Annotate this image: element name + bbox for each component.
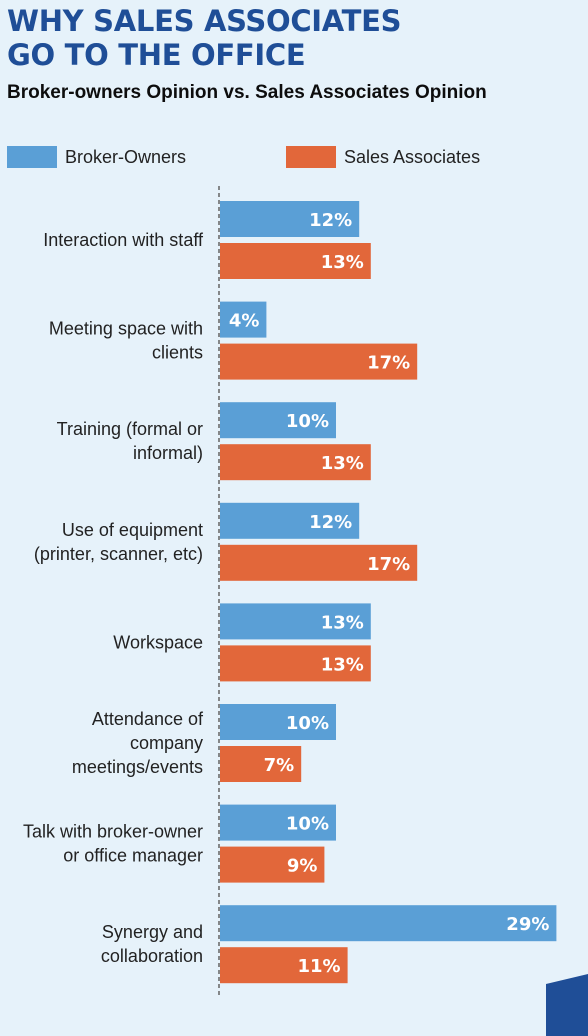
legend-item-sales-associates: Sales Associates [286, 146, 480, 168]
data-label-sales-associates: 17% [367, 554, 410, 575]
data-label-broker-owners: 4% [229, 311, 260, 332]
corner-decoration [546, 974, 588, 1036]
category-label-line: Meeting space with [49, 319, 203, 339]
category-label-line: collaboration [101, 946, 203, 966]
data-label-sales-associates: 13% [321, 252, 364, 273]
bar-broker-owners [220, 402, 336, 439]
data-label-sales-associates: 7% [264, 755, 295, 776]
bar-broker-owners [220, 804, 336, 841]
category-label: Interaction with staff [43, 230, 204, 250]
data-label-broker-owners: 10% [286, 411, 329, 432]
bar-broker-owners [220, 301, 267, 338]
category-label-line: (printer, scanner, etc) [34, 544, 203, 564]
data-label-broker-owners: 10% [286, 814, 329, 835]
legend-label-broker-owners: Broker-Owners [65, 146, 187, 167]
category-label: Meeting space with clients [49, 319, 203, 363]
bar-broker-owners [220, 704, 336, 740]
bar-sales-associates [220, 947, 348, 984]
chart-subtitle: Broker-owners Opinion vs. Sales Associat… [7, 82, 487, 103]
category-label-line: clients [152, 343, 203, 363]
bar-sales-associates [220, 544, 418, 581]
category-label-line: Training (formal or [57, 419, 203, 439]
category-label-line: Talk with broker-owner [23, 822, 203, 842]
bar-broker-owners [220, 502, 360, 539]
bar-broker-owners [220, 905, 557, 942]
category-label: Synergy and collaboration [101, 922, 203, 966]
category-label: Attendance of company meetings/events [72, 709, 204, 777]
bar-sales-associates [220, 343, 418, 380]
category-label-line: company [130, 733, 203, 753]
bar-sales-associates [220, 846, 325, 883]
category-label: Workspace [113, 632, 203, 652]
bar-broker-owners [220, 201, 360, 237]
legend-swatch-sales-associates [286, 146, 336, 168]
category-label-line: or office manager [63, 846, 203, 866]
data-label-sales-associates: 13% [321, 453, 364, 474]
category-label-line: Workspace [113, 632, 203, 652]
bar-sales-associates [220, 243, 371, 279]
category-label-line: Synergy and [102, 922, 203, 942]
data-label-sales-associates: 13% [321, 654, 364, 675]
category-label-line: Interaction with staff [43, 230, 204, 250]
category-label-line: meetings/events [72, 757, 203, 777]
category-label-line: Use of equipment [62, 520, 203, 540]
category-label-line: informal) [133, 443, 203, 463]
category-label-line: Attendance of [92, 709, 204, 729]
category-label: Training (formal or informal) [57, 419, 203, 463]
data-label-sales-associates: 11% [298, 956, 341, 977]
data-label-sales-associates: 17% [367, 353, 410, 374]
category-label: Talk with broker-owner or office manager [23, 822, 203, 866]
bar-sales-associates [220, 746, 302, 782]
legend-item-broker-owners: Broker-Owners [7, 146, 186, 168]
data-label-broker-owners: 29% [506, 914, 549, 935]
bar-broker-owners [220, 603, 371, 640]
bar-sales-associates [220, 645, 371, 682]
bar-sales-associates [220, 444, 371, 481]
data-label-broker-owners: 12% [309, 512, 352, 533]
chart-title: WHY SALES ASSOCIATES GO TO THE OFFICE [7, 4, 402, 72]
legend-swatch-broker-owners [7, 146, 57, 168]
data-label-broker-owners: 12% [309, 210, 352, 231]
data-label-broker-owners: 10% [286, 713, 329, 734]
data-label-broker-owners: 13% [321, 612, 364, 633]
legend-label-sales-associates: Sales Associates [344, 146, 481, 167]
category-label: Use of equipment (printer, scanner, etc) [34, 520, 203, 564]
data-label-sales-associates: 9% [287, 856, 318, 877]
